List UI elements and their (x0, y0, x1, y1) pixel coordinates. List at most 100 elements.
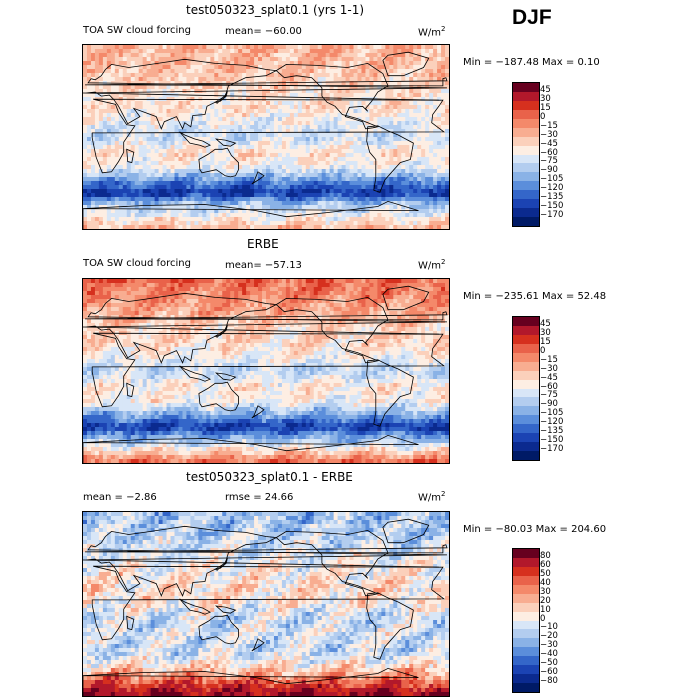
colorbar-segment (513, 190, 539, 200)
colorbar-label: −90 (540, 399, 558, 410)
colorbar-segment (513, 163, 539, 173)
colorbar-label: 0 (540, 345, 546, 356)
colorbar-label: −30 (540, 640, 558, 651)
colorbar-label: 40 (540, 577, 551, 588)
panel-1-map (82, 44, 450, 230)
panel-3-title: test050323_splat0.1 - ERBE (186, 470, 353, 484)
colorbar-segment (513, 172, 539, 182)
panel-3-mean: mean = −2.86 (83, 492, 157, 503)
colorbar-segment (513, 406, 539, 416)
colorbar-segment (513, 317, 539, 326)
panel-2-units: W/m2 (418, 258, 446, 272)
panel-1-title: test050323_splat0.1 (yrs 1-1) (186, 3, 365, 17)
colorbar-label: −30 (540, 129, 558, 140)
colorbar-label: −150 (540, 435, 564, 446)
colorbar-segment (513, 343, 539, 353)
colorbar-segment (513, 415, 539, 425)
colorbar-label: 15 (540, 336, 551, 347)
colorbar-segment (513, 433, 539, 443)
colorbar-label: −45 (540, 372, 558, 383)
colorbar-segment (513, 100, 539, 110)
coastline-outlines (83, 51, 448, 229)
panel-2-title: ERBE (247, 237, 279, 251)
colorbar-label: −60 (540, 147, 558, 158)
colorbar-segment (513, 656, 539, 666)
coastline-outlines (83, 285, 448, 463)
colorbar-segment (513, 83, 539, 92)
panel-2-map (82, 278, 450, 464)
colorbar-label: −105 (540, 408, 564, 419)
panel-3-minmax: Min = −80.03 Max = 204.60 (463, 524, 607, 535)
colorbar-segment (513, 379, 539, 389)
colorbar-label: −50 (540, 658, 558, 669)
colorbar-segment (513, 199, 539, 209)
colorbar-segment (513, 136, 539, 146)
colorbar-segment (513, 611, 539, 621)
panel-1-minmax: Min = −187.48 Max = 0.10 (463, 57, 600, 68)
colorbar-label: 80 (540, 550, 551, 561)
colorbar-segment (513, 424, 539, 434)
colorbar-label: −60 (540, 381, 558, 392)
panel-3-units: W/m2 (418, 490, 446, 504)
colorbar-segment (513, 127, 539, 137)
colorbar-segment (513, 674, 539, 684)
colorbar-label: 30 (540, 327, 551, 338)
panel-2-variable: TOA SW cloud forcing (83, 258, 191, 269)
colorbar-segment (513, 370, 539, 380)
colorbar-label: −135 (540, 192, 564, 203)
colorbar-label: 30 (540, 93, 551, 104)
colorbar-label: −30 (540, 363, 558, 374)
colorbar-segment (513, 109, 539, 119)
colorbar-segment (513, 325, 539, 335)
colorbar-label: −80 (540, 676, 558, 687)
colorbar-label: −15 (540, 120, 558, 131)
colorbar-label: −90 (540, 165, 558, 176)
panel-3-colorbar (512, 548, 540, 693)
colorbar-label: 15 (540, 102, 551, 113)
colorbar-label: −170 (540, 444, 564, 455)
colorbar-segment (513, 620, 539, 630)
colorbar-segment (513, 208, 539, 218)
colorbar-label: 45 (540, 318, 551, 329)
panel-1-units: W/m2 (418, 25, 446, 39)
colorbar-segment (513, 584, 539, 594)
colorbar-segment (513, 557, 539, 567)
colorbar-segment (513, 566, 539, 576)
colorbar-label: −135 (540, 426, 564, 437)
colorbar-label: 0 (540, 111, 546, 122)
colorbar-segment (513, 181, 539, 191)
panel-2-colorbar (512, 316, 540, 461)
colorbar-label: −120 (540, 183, 564, 194)
colorbar-segment (513, 145, 539, 155)
panel-3-map (82, 511, 450, 697)
colorbar-label: −75 (540, 156, 558, 167)
colorbar-label: 10 (540, 604, 551, 615)
colorbar-label: 0 (540, 613, 546, 624)
colorbar-segment (513, 352, 539, 362)
panel-2-minmax: Min = −235.61 Max = 52.48 (463, 291, 607, 302)
colorbar-label: 45 (540, 84, 551, 95)
colorbar-segment (513, 217, 539, 226)
colorbar-segment (513, 442, 539, 452)
colorbar-segment (513, 388, 539, 398)
colorbar-segment (513, 91, 539, 101)
colorbar-label: 60 (540, 559, 551, 570)
colorbar-label: −120 (540, 417, 564, 428)
colorbar-label: −150 (540, 201, 564, 212)
colorbar-label: −15 (540, 354, 558, 365)
colorbar-segment (513, 683, 539, 692)
panel-1-mean: mean= −60.00 (225, 26, 302, 37)
panel-3-rmse: rmse = 24.66 (225, 492, 294, 503)
colorbar-segment (513, 451, 539, 460)
colorbar-label: −40 (540, 649, 558, 660)
colorbar-segment (513, 118, 539, 128)
colorbar-segment (513, 549, 539, 558)
season-label: DJF (512, 6, 552, 29)
colorbar-label: −45 (540, 138, 558, 149)
colorbar-segment (513, 334, 539, 344)
colorbar-label: −75 (540, 390, 558, 401)
colorbar-segment (513, 361, 539, 371)
colorbar-label: −105 (540, 174, 564, 185)
colorbar-segment (513, 638, 539, 648)
colorbar-label: 20 (540, 595, 551, 606)
